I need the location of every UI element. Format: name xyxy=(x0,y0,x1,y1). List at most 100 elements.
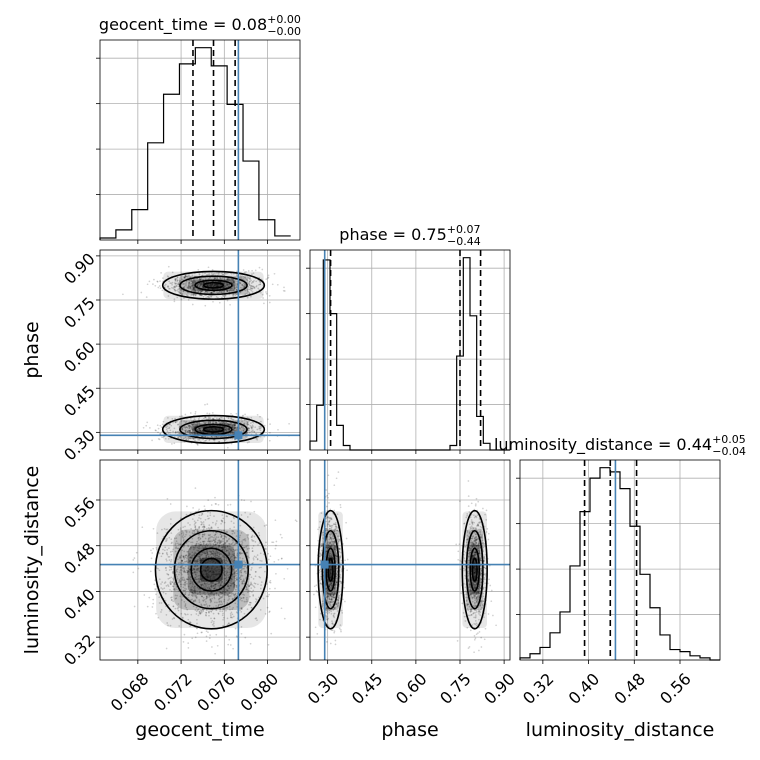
scatter-point xyxy=(259,281,262,284)
scatter-point xyxy=(179,279,181,282)
scatter-point xyxy=(215,283,218,286)
scatter-point xyxy=(179,292,181,294)
scatter-point xyxy=(217,503,220,506)
scatter-point xyxy=(248,280,251,283)
scatter-point xyxy=(233,281,235,283)
scatter-point xyxy=(193,281,195,284)
scatter-point xyxy=(160,272,162,274)
scatter-point xyxy=(181,293,184,295)
scatter-point xyxy=(204,403,206,406)
scatter-point xyxy=(132,571,135,574)
scatter-point xyxy=(283,286,285,289)
scatter-point xyxy=(232,280,235,283)
scatter-point xyxy=(216,644,219,647)
scatter-point xyxy=(226,446,229,449)
scatter-point xyxy=(152,602,155,605)
scatter-point xyxy=(135,551,138,554)
scatter-point xyxy=(157,286,160,289)
scatter-point xyxy=(207,631,209,634)
scatter-point xyxy=(190,293,193,295)
scatter-point xyxy=(215,633,218,636)
scatter-point xyxy=(154,284,157,287)
scatter-point xyxy=(256,413,259,416)
scatter-point xyxy=(122,293,124,296)
scatter-point xyxy=(176,289,178,292)
scatter-point xyxy=(209,291,212,294)
scatter-point xyxy=(180,298,183,301)
scatter-point xyxy=(244,284,247,287)
scatter-point xyxy=(325,489,328,491)
data-layer xyxy=(99,40,720,661)
scatter-point xyxy=(191,284,194,287)
scatter-point xyxy=(205,635,208,638)
scatter-point xyxy=(230,287,233,290)
scatter-point xyxy=(198,273,201,275)
scatter-point xyxy=(149,570,152,573)
scatter-point xyxy=(234,287,236,289)
scatter-point xyxy=(230,278,233,281)
scatter-point xyxy=(198,285,201,287)
scatter-point xyxy=(191,284,193,287)
scatter-point xyxy=(202,281,204,284)
scatter-point xyxy=(194,289,197,292)
scatter-point xyxy=(198,508,200,511)
scatter-point xyxy=(186,505,188,508)
scatter-point xyxy=(213,277,216,280)
scatter-point xyxy=(246,289,249,292)
scatter-point xyxy=(225,279,228,281)
scatter-point xyxy=(333,631,336,634)
scatter-point xyxy=(199,289,201,292)
scatter-point xyxy=(214,496,216,499)
scatter-point xyxy=(267,276,270,279)
scatter-point xyxy=(190,280,193,283)
scatter-point xyxy=(190,288,193,291)
scatter-point xyxy=(200,283,203,286)
scatter-point xyxy=(189,283,192,286)
scatter-point xyxy=(241,284,243,286)
scatter-point xyxy=(183,276,186,279)
scatter-point xyxy=(202,281,205,284)
scatter-point xyxy=(250,287,252,290)
scatter-point xyxy=(182,641,185,643)
scatter-point xyxy=(243,282,245,285)
scatter-point xyxy=(155,429,157,432)
scatter-point xyxy=(253,286,256,289)
scatter-point xyxy=(193,288,196,291)
scatter-point xyxy=(204,304,207,307)
scatter-point xyxy=(235,289,238,291)
scatter-point xyxy=(199,282,201,285)
scatter-point xyxy=(235,412,238,415)
scatter-point xyxy=(225,286,227,289)
scatter-point xyxy=(194,294,197,297)
scatter-point xyxy=(250,279,252,282)
scatter-point xyxy=(234,294,237,297)
scatter-point xyxy=(212,273,215,275)
scatter-point xyxy=(156,424,159,427)
scatter-point xyxy=(274,547,277,550)
scatter-point xyxy=(249,288,252,291)
scatter-point xyxy=(213,285,215,287)
scatter-point xyxy=(267,418,269,421)
scatter-point xyxy=(208,412,211,415)
scatter-point xyxy=(242,269,245,271)
scatter-point xyxy=(216,285,219,288)
scatter-point xyxy=(204,291,207,293)
scatter-point xyxy=(215,285,218,288)
scatter-point xyxy=(280,607,283,610)
scatter-point xyxy=(213,284,216,286)
scatter-point xyxy=(227,504,229,506)
scatter-point xyxy=(229,303,231,306)
scatter-point xyxy=(258,266,261,269)
scatter-point xyxy=(157,438,160,440)
scatter-point xyxy=(246,292,249,295)
scatter-point xyxy=(232,282,235,285)
scatter-point xyxy=(242,276,245,278)
scatter-point xyxy=(202,286,205,289)
scatter-point xyxy=(222,282,225,284)
scatter-point xyxy=(219,277,221,279)
scatter-point xyxy=(267,274,270,277)
scatter-point xyxy=(314,626,317,629)
scatter-point xyxy=(226,290,229,293)
scatter-point xyxy=(223,291,225,294)
